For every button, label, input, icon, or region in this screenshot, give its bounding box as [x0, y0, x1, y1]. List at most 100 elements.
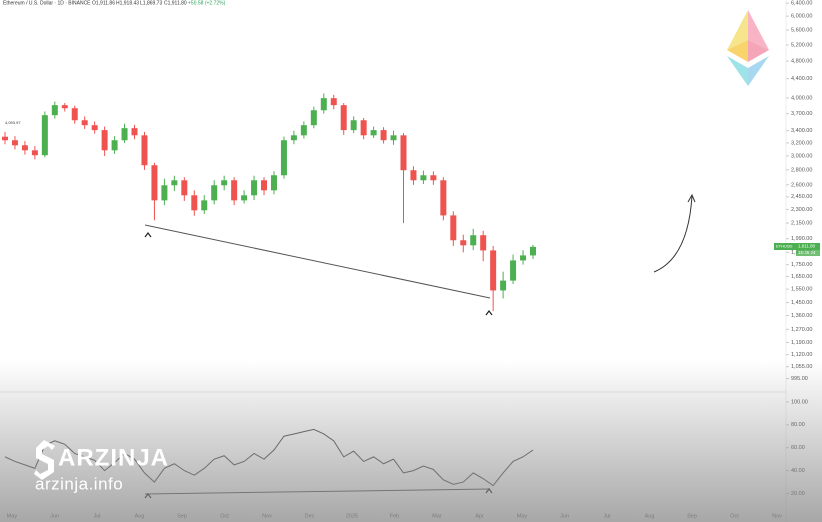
y-tick-label: 1,270.00 — [791, 327, 812, 333]
candle-body — [81, 120, 88, 126]
logo-facet — [748, 56, 769, 86]
candle-body — [101, 130, 108, 151]
watermark-logo — [34, 440, 55, 480]
candle-body — [460, 240, 467, 246]
y-tick-label: 2,450.00 — [791, 194, 812, 200]
candle-body — [330, 98, 337, 106]
ohlc-high: H1,918.43 — [116, 0, 139, 6]
y-tick-label: 2,150.00 — [791, 221, 812, 227]
y-tick-label: 4,000.00 — [791, 95, 812, 101]
price-tag-countdown: 15:36:24 — [798, 250, 816, 255]
candle-body — [2, 136, 8, 141]
candle-body — [370, 130, 377, 136]
candle-body — [91, 125, 98, 131]
projection-arrowhead — [687, 193, 696, 203]
price-tag-symbol: ETHUSD — [776, 244, 793, 249]
y-tick-label: 2,800.00 — [791, 167, 812, 173]
y-tick-label: 5,600.00 — [791, 28, 812, 34]
y-tick-label: 4,800.00 — [791, 59, 812, 65]
candle-body — [251, 180, 258, 196]
candle-body — [111, 140, 118, 151]
y-tick-label: 3,000.00 — [791, 153, 812, 159]
y-tick-label: 6,400.00 — [791, 1, 812, 7]
logo-facet — [727, 10, 748, 50]
candle-body — [51, 105, 58, 116]
candle-body — [11, 140, 18, 146]
logo-facet — [727, 56, 748, 86]
y-tick-label: 1,120.00 — [791, 352, 812, 358]
y-tick-label: 3,700.00 — [791, 111, 812, 117]
candle-body — [131, 128, 138, 136]
candle-body — [380, 130, 387, 141]
projection-arrow — [653, 195, 693, 273]
candle-body — [400, 135, 407, 171]
candle-body — [61, 105, 68, 109]
candle-body — [430, 175, 437, 181]
candle-body — [161, 185, 168, 201]
y-tick-label: 3,200.00 — [791, 140, 812, 146]
chart-title: Ethereum / U.S. Dollar · 1D · BINANCE — [3, 0, 91, 6]
y-tick-label: 6,000.00 — [791, 14, 812, 20]
candle-body — [350, 120, 357, 131]
y-tick-label: 2,600.00 — [791, 182, 812, 188]
candle-body — [21, 145, 28, 151]
candle-body — [41, 115, 48, 156]
y-tick-label: 5,200.00 — [791, 42, 812, 48]
candle-body — [280, 140, 287, 176]
candle-body — [340, 105, 347, 131]
candle-body — [71, 108, 78, 121]
candle-body — [490, 250, 497, 291]
ohlc-open: O1,911.86 — [92, 0, 115, 6]
y-tick-label: 2,300.00 — [791, 207, 812, 213]
candle-body — [181, 180, 188, 196]
price-tag-price: 1,911.80 — [798, 244, 816, 249]
candle-body — [211, 185, 218, 201]
y-tick-label: 1,190.00 — [791, 340, 812, 346]
logo-facet — [748, 40, 769, 62]
candle-body — [440, 180, 447, 216]
countdown-box — [796, 250, 820, 256]
candle-body — [31, 150, 38, 156]
y-tick-label: 1,990.00 — [791, 236, 812, 242]
candle-body — [420, 175, 427, 181]
marks — [2, 93, 536, 487]
y-tick-label: 1,550.00 — [791, 287, 812, 293]
candle-body — [151, 165, 158, 201]
candle-body — [360, 120, 367, 136]
candle-body — [320, 98, 327, 111]
candle-body — [390, 135, 397, 141]
watermark-brand: ARZINJA — [58, 444, 169, 471]
y-tick-label: 1,360.00 — [791, 313, 812, 319]
candle-body — [121, 128, 128, 141]
candle-body — [310, 110, 317, 126]
caret-marker — [485, 310, 493, 316]
candle-body — [500, 280, 507, 291]
candle-body — [231, 180, 238, 201]
support-trendline — [144, 224, 491, 299]
ohlc-change: +50.58 (+2.72%) — [188, 0, 226, 6]
high-marker: 4,093.97 — [5, 120, 21, 125]
logo-facet — [727, 40, 748, 62]
candle-body — [141, 135, 148, 166]
candle-body — [201, 200, 208, 211]
candle-body — [270, 175, 277, 191]
y-tick-label: 1,650.00 — [791, 274, 812, 280]
logo-facet — [748, 10, 769, 50]
caret-marker — [144, 232, 152, 238]
candle-body — [300, 125, 307, 136]
candle-body — [470, 235, 477, 246]
candle-body — [410, 170, 417, 181]
candle-body — [450, 215, 457, 241]
ethereum-logo — [727, 10, 769, 86]
y-tick-label: 3,400.00 — [791, 128, 812, 134]
ohlc-close: C1,911.80 — [164, 0, 187, 6]
watermark-site: arzinja.info — [35, 474, 123, 493]
candle-body — [171, 180, 178, 186]
candle-body — [520, 255, 527, 261]
y-tick-label: 4,400.00 — [791, 76, 812, 82]
candle-body — [510, 260, 517, 281]
candle-body — [241, 195, 248, 201]
logo-mark — [34, 440, 55, 480]
candle-body — [530, 246, 536, 256]
